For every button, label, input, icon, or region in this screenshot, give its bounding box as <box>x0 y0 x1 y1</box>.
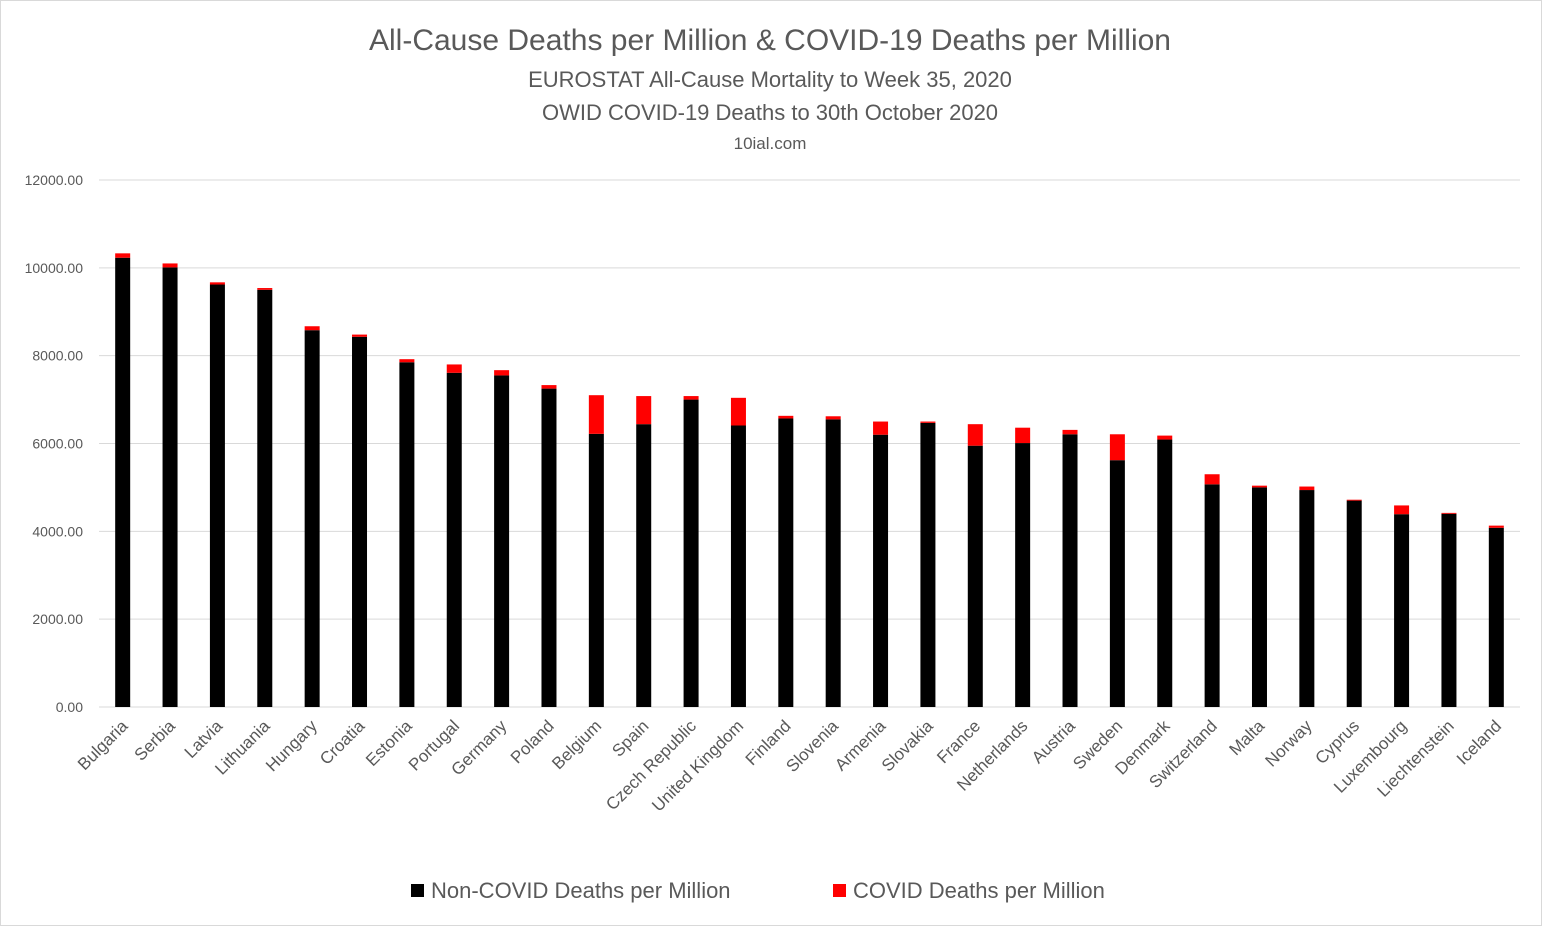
x-tick-label-croatia: Croatia <box>316 716 369 769</box>
bars <box>115 253 1504 707</box>
bar-estonia-covid <box>399 359 415 363</box>
bar-portugal-non-covid <box>446 372 462 707</box>
bar-netherlands-covid <box>1015 427 1031 444</box>
bar-slovenia-covid <box>825 416 841 420</box>
y-tick-label: 0.00 <box>56 699 83 715</box>
bar-switzerland-covid <box>1204 474 1220 485</box>
bar-serbia-covid <box>162 263 178 268</box>
bar-luxembourg-non-covid <box>1394 514 1410 707</box>
bar-finland-covid <box>778 415 794 419</box>
x-tick-label-serbia: Serbia <box>131 716 180 765</box>
bar-cyprus-non-covid <box>1346 500 1362 707</box>
bar-czech-republic-covid <box>683 396 699 400</box>
bar-netherlands-non-covid <box>1015 443 1031 707</box>
bar-slovenia-non-covid <box>825 419 841 707</box>
bar-belgium-covid <box>588 395 604 434</box>
y-tick-label: 2000.00 <box>32 611 83 627</box>
bar-united-kingdom-covid <box>730 397 746 426</box>
bar-austria-non-covid <box>1062 434 1078 707</box>
y-tick-label: 6000.00 <box>32 436 83 452</box>
bar-portugal-covid <box>446 364 462 373</box>
x-tick-label-latvia: Latvia <box>181 716 227 762</box>
bar-lithuania-non-covid <box>257 289 273 707</box>
legend-label-covid: COVID Deaths per Million <box>853 878 1105 903</box>
gridlines <box>99 179 1520 708</box>
bar-norway-covid <box>1299 486 1315 491</box>
bar-bulgaria-non-covid <box>115 257 131 707</box>
bar-denmark-non-covid <box>1157 439 1173 707</box>
bar-lithuania-covid <box>257 288 273 290</box>
bar-iceland-covid <box>1488 525 1504 528</box>
bar-hungary-covid <box>304 326 320 331</box>
bar-finland-non-covid <box>778 418 794 707</box>
bar-liechtenstein-covid <box>1441 512 1457 514</box>
bar-malta-covid <box>1251 485 1267 488</box>
x-tick-label-bulgaria: Bulgaria <box>74 716 132 774</box>
bar-latvia-non-covid <box>209 284 225 707</box>
bar-estonia-non-covid <box>399 362 415 707</box>
bar-france-covid <box>967 424 983 446</box>
bar-france-non-covid <box>967 445 983 707</box>
x-tick-label-malta: Malta <box>1225 716 1268 759</box>
bar-hungary-non-covid <box>304 330 320 707</box>
bar-germany-non-covid <box>494 375 510 707</box>
bar-belgium-non-covid <box>588 433 604 707</box>
chart-subtitle-website: 10ial.com <box>734 134 807 153</box>
x-tick-label-hungary: Hungary <box>262 716 321 775</box>
bar-sweden-non-covid <box>1109 460 1125 707</box>
bar-croatia-covid <box>352 334 368 337</box>
chart-title: All-Cause Deaths per Million & COVID-19 … <box>369 24 1171 57</box>
x-tick-label-slovakia: Slovakia <box>878 716 937 775</box>
bar-spain-non-covid <box>636 424 652 707</box>
bar-sweden-covid <box>1109 434 1125 461</box>
bar-latvia-covid <box>209 282 225 285</box>
y-tick-label: 12000.00 <box>25 172 84 188</box>
y-axis-tick-labels: 0.00 2000.00 4000.00 6000.00 8000.00 10000.00… <box>25 172 84 715</box>
bar-norway-non-covid <box>1299 490 1315 707</box>
bar-slovakia-non-covid <box>920 422 936 707</box>
bar-serbia-non-covid <box>162 267 178 707</box>
bar-austria-covid <box>1062 429 1078 435</box>
x-tick-label-slovenia: Slovenia <box>782 716 842 776</box>
bar-croatia-non-covid <box>352 336 368 707</box>
legend-swatch-covid <box>833 884 846 897</box>
x-tick-label-iceland: Iceland <box>1453 716 1505 768</box>
bar-czech-republic-non-covid <box>683 399 699 707</box>
x-tick-label-belgium: Belgium <box>548 716 605 773</box>
x-axis-tick-labels: Bulgaria Serbia LatviaLithuaniaHungaryCroa… <box>74 716 1505 815</box>
bar-cyprus-covid <box>1346 499 1362 501</box>
bar-armenia-non-covid <box>873 434 889 707</box>
bar-slovakia-covid <box>920 421 936 423</box>
bar-spain-covid <box>636 396 652 425</box>
bar-armenia-covid <box>873 421 889 435</box>
y-tick-label: 4000.00 <box>32 523 83 539</box>
chart-subtitle-source-eurostat: EUROSTAT All-Cause Mortality to Week 35,… <box>528 67 1012 92</box>
bar-iceland-non-covid <box>1488 527 1504 707</box>
x-tick-label-norway: Norway <box>1261 716 1316 771</box>
y-tick-label: 8000.00 <box>32 348 83 364</box>
bar-luxembourg-covid <box>1394 505 1410 515</box>
bar-poland-non-covid <box>541 388 557 707</box>
legend-label-non-covid: Non-COVID Deaths per Million <box>431 878 731 903</box>
bar-liechtenstein-non-covid <box>1441 513 1457 707</box>
legend-swatch-non-covid <box>411 884 424 897</box>
legend: Non-COVID Deaths per Million COVID Death… <box>411 878 1105 903</box>
bar-malta-non-covid <box>1251 487 1267 707</box>
y-tick-label: 10000.00 <box>25 260 84 276</box>
bar-bulgaria-covid <box>115 253 131 258</box>
bar-germany-covid <box>494 370 510 376</box>
chart-subtitle-source-owid: OWID COVID-19 Deaths to 30th October 202… <box>542 100 998 125</box>
bar-poland-covid <box>541 385 557 389</box>
bar-switzerland-non-covid <box>1204 484 1220 707</box>
x-tick-label-spain: Spain <box>608 716 652 760</box>
bar-denmark-covid <box>1157 435 1173 440</box>
bar-united-kingdom-non-covid <box>730 425 746 707</box>
